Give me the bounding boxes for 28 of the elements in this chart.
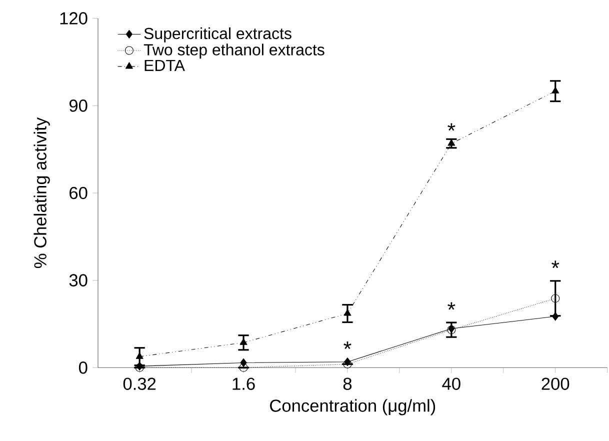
y-tick-label: 120	[60, 12, 88, 24]
x-tick-label: 200	[542, 378, 570, 390]
legend-label: Supercritical extracts	[144, 27, 292, 42]
x-tick-label: 8	[343, 378, 352, 390]
point	[448, 139, 456, 146]
point	[552, 86, 560, 94]
x-tick-label: 0.32	[123, 378, 156, 390]
point	[239, 363, 248, 372]
y-tick-label: 30	[69, 274, 88, 286]
legend-label: EDTA	[144, 60, 185, 71]
annotation: *	[448, 302, 456, 310]
y-axis-title: % Chelating activity	[34, 117, 50, 268]
annotation: *	[344, 342, 352, 350]
y-tick-label: 0	[78, 362, 88, 374]
point	[136, 352, 144, 359]
annotation: *	[448, 123, 456, 131]
point	[551, 294, 560, 303]
point	[240, 358, 247, 367]
x-axis-title: Concentration (μg/ml)	[270, 399, 436, 416]
x-tick-label: 1.6	[232, 378, 255, 390]
point	[240, 338, 248, 345]
legend-label: Two step ethanol extracts	[144, 44, 324, 59]
y-tick-label: 90	[69, 100, 88, 112]
y-tick-label: 60	[70, 186, 88, 200]
point	[344, 309, 352, 316]
point	[552, 312, 559, 321]
x-tick-label: 40	[442, 378, 460, 390]
annotation: *	[552, 260, 560, 268]
